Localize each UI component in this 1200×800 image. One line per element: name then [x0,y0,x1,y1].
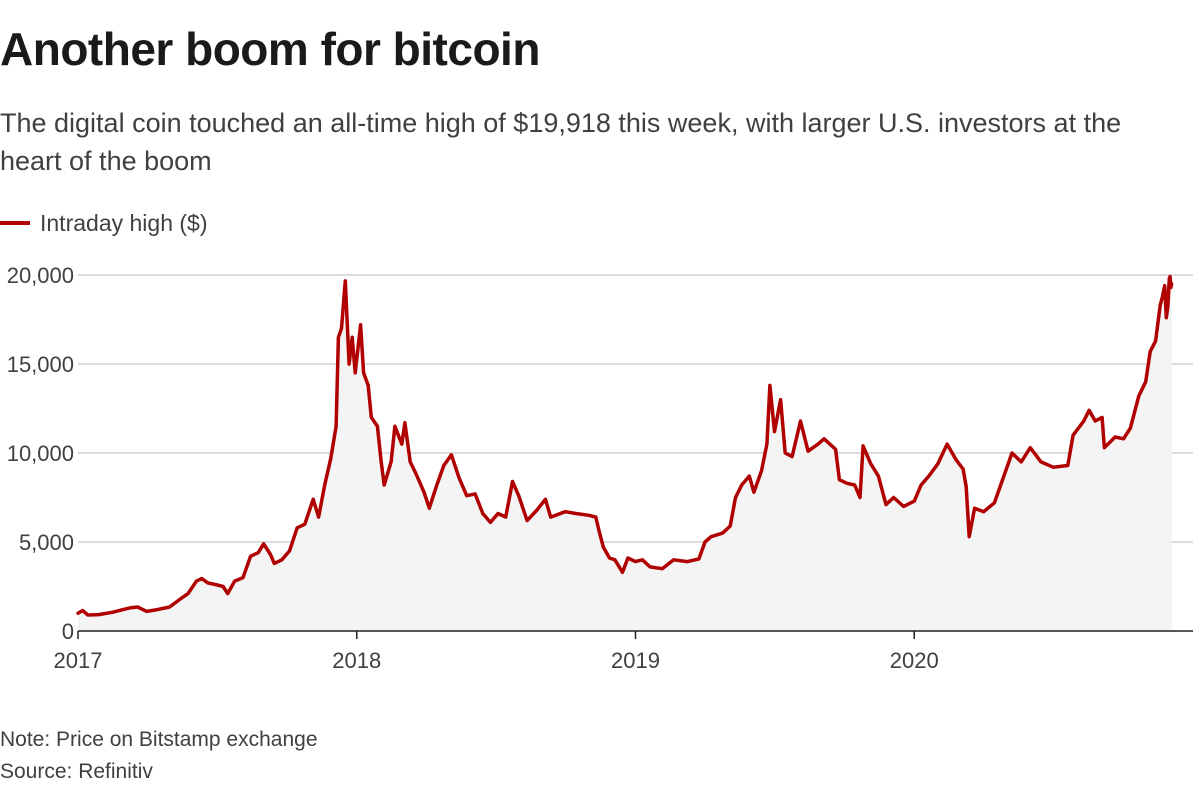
series-line [76,274,1174,617]
x-tick-label: 2020 [890,648,939,673]
legend-swatch [0,221,30,225]
legend: Intraday high ($) [0,207,207,239]
chart-source: Source: Refinitiv [0,760,153,783]
y-tick-label: 10,000 [7,441,74,466]
line-chart: 0 5,000 10,000 15,000 20,000 2017 2018 2019 202… [7,263,1193,673]
chart-note: Note: Price on Bitstamp exchange [0,728,318,751]
x-axis-ticks: 2017 2018 2019 2020 [54,631,939,673]
series-area-fill [78,276,1172,631]
y-axis-labels: 0 5,000 10,000 15,000 20,000 [7,263,74,644]
y-tick-label: 5,000 [19,530,74,555]
x-tick-label: 2019 [611,648,660,673]
x-tick-label: 2017 [54,648,103,673]
x-tick-label: 2018 [332,648,381,673]
legend-label: Intraday high ($) [40,209,208,236]
y-tick-label: 15,000 [7,352,74,377]
y-tick-label: 0 [62,619,74,644]
chart-subtitle: The digital coin touched an all-time hig… [0,108,1122,176]
chart-title: Another boom for bitcoin [0,23,540,75]
y-tick-label: 20,000 [7,263,74,288]
